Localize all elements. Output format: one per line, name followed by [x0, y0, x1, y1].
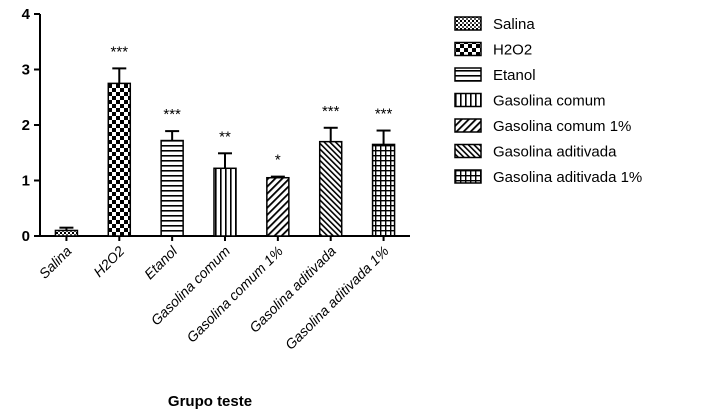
legend-swatch	[454, 143, 482, 159]
bar	[54, 229, 79, 237]
legend-label: Gasolina aditivada	[493, 144, 617, 161]
legend-label: Gasolina comum 1%	[493, 118, 631, 135]
bar	[371, 143, 396, 237]
bar	[266, 176, 290, 237]
axes: 0 1 2 3 4	[22, 6, 410, 245]
y-tick-label: 2	[22, 117, 30, 134]
x-axis-label: Grupo teste	[168, 393, 252, 410]
legend-label: Gasolina comum	[493, 93, 606, 110]
bar	[318, 140, 343, 237]
x-tick-label: Gasolina aditivada 1%	[282, 243, 392, 353]
legend-label: Salina	[493, 16, 535, 33]
legend-swatch	[454, 169, 482, 184]
y-tick-label: 0	[22, 228, 30, 245]
y-tick-label: 4	[22, 6, 31, 23]
bars: ************ ***	[54, 43, 396, 237]
legend-label: H2O2	[493, 42, 532, 59]
y-tick-label: 1	[22, 173, 30, 190]
bar	[160, 139, 184, 237]
legend: Salina H2O2 Etanol Gasolina comum Gasolina c…	[454, 16, 642, 186]
significance-label: ***	[322, 103, 340, 120]
legend-label: Gasolina aditivada 1%	[493, 169, 642, 186]
x-tick-label: H2O2	[90, 243, 127, 280]
x-tick-label: Etanol	[141, 242, 181, 282]
significance-label: ***	[163, 106, 181, 123]
legend-swatch	[454, 92, 482, 108]
legend-swatch	[454, 67, 482, 82]
y-tick-label: 3	[22, 62, 30, 79]
significance-label: **	[219, 128, 231, 145]
significance-label: ***	[111, 43, 129, 60]
bar	[107, 82, 132, 237]
x-tick-label: Gasolina comum 1%	[183, 243, 286, 346]
significance-label: ***	[375, 106, 393, 123]
x-tick-label: Salina	[36, 243, 75, 282]
legend-swatch	[454, 118, 482, 133]
legend-swatch	[454, 41, 482, 57]
bar	[213, 167, 237, 237]
legend-label: Etanol	[493, 67, 536, 84]
significance-label: *	[275, 152, 281, 169]
legend-swatch	[454, 16, 482, 31]
